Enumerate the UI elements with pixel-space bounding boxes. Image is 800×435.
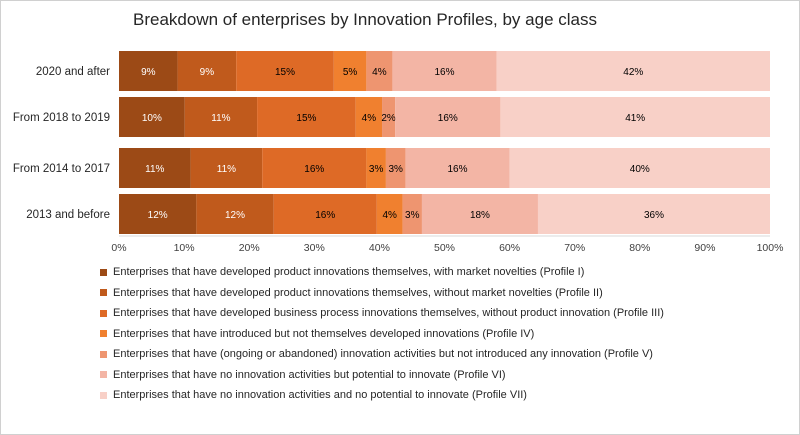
data-label: 2%	[381, 113, 396, 124]
category-label: 2013 and before	[26, 209, 110, 221]
data-label: 16%	[315, 210, 335, 221]
bar-segment	[355, 97, 383, 137]
data-label: 11%	[145, 164, 164, 175]
bar-segment	[421, 194, 538, 234]
legend-item: Enterprises that have introduced but not…	[100, 324, 790, 345]
bar-segment	[537, 194, 770, 234]
x-tick-label: 80%	[629, 242, 650, 254]
bar-segment	[405, 148, 510, 188]
x-tick-label: 20%	[239, 242, 260, 254]
bar-segment	[395, 97, 501, 137]
x-tick-label: 70%	[564, 242, 585, 254]
bar-segment	[119, 194, 197, 234]
x-tick-label: 50%	[434, 242, 455, 254]
bar-segment	[376, 194, 403, 234]
bar-segment	[509, 148, 770, 188]
legend-label: Enterprises that have developed product …	[113, 286, 603, 299]
legend-label: Enterprises that have developed product …	[113, 266, 585, 279]
bar-segment	[385, 148, 406, 188]
legend-item: Enterprises that have developed product …	[100, 262, 790, 283]
x-tick-label: 30%	[304, 242, 325, 254]
x-tick-label: 90%	[694, 242, 715, 254]
legend-label: Enterprises that have no innovation acti…	[113, 368, 506, 381]
data-label: 3%	[405, 210, 420, 221]
data-label: 11%	[211, 113, 230, 124]
bar-segment	[366, 148, 386, 188]
bar-segment	[366, 51, 393, 91]
bar-segment	[119, 148, 191, 188]
category-label: From 2014 to 2017	[13, 163, 110, 175]
data-label: 12%	[148, 210, 168, 221]
legend-swatch	[100, 391, 107, 399]
x-tick-label: 100%	[757, 242, 784, 254]
chart-legend: Enterprises that have developed product …	[100, 262, 790, 406]
category-label: From 2018 to 2019	[13, 112, 110, 124]
bar-segment	[184, 97, 258, 137]
legend-swatch	[100, 371, 107, 379]
data-label: 12%	[225, 210, 245, 221]
data-label: 42%	[623, 67, 643, 78]
data-label: 16%	[438, 113, 458, 124]
legend-item: Enterprises that have no innovation acti…	[100, 365, 790, 386]
legend-item: Enterprises that have (ongoing or abando…	[100, 344, 790, 365]
data-label: 5%	[343, 67, 358, 78]
bar-segment	[496, 51, 770, 91]
legend-swatch	[100, 289, 107, 297]
bar-segment	[119, 97, 185, 137]
bar-segment	[273, 194, 377, 234]
bar-segment	[119, 51, 178, 91]
data-label: 36%	[644, 210, 664, 221]
chart-plot-area: 9% 9% 15% 5% 4% 16% 42% 2020 and after 10% 11% 15%…	[13, 51, 784, 254]
bar-segment	[382, 97, 396, 137]
bar-segment	[262, 148, 367, 188]
data-label: 9%	[200, 67, 215, 78]
legend-label: Enterprises that have developed business…	[113, 307, 664, 320]
data-label: 16%	[448, 164, 468, 175]
data-label: 4%	[362, 113, 377, 124]
legend-swatch	[100, 309, 107, 317]
bar-segment	[257, 97, 356, 137]
data-label: 4%	[382, 210, 397, 221]
data-label: 10%	[142, 113, 162, 124]
legend-label: Enterprises that have introduced but not…	[113, 327, 535, 340]
legend-item: Enterprises that have no innovation acti…	[100, 385, 790, 406]
data-label: 15%	[275, 67, 295, 78]
bar-segment	[236, 51, 334, 91]
bar-segment	[402, 194, 422, 234]
legend-swatch	[100, 350, 107, 358]
bar-segment	[392, 51, 497, 91]
bar-segment	[500, 97, 770, 137]
data-label: 9%	[141, 67, 156, 78]
x-tick-label: 0%	[111, 242, 126, 254]
legend-item: Enterprises that have developed business…	[100, 303, 790, 324]
data-label: 18%	[470, 210, 490, 221]
category-label: 2020 and after	[36, 66, 110, 78]
data-label: 3%	[369, 164, 384, 175]
legend-item: Enterprises that have developed product …	[100, 283, 790, 304]
data-label: 40%	[630, 164, 650, 175]
bar-segment	[333, 51, 367, 91]
x-tick-label: 10%	[174, 242, 195, 254]
bar-segment	[196, 194, 274, 234]
data-label: 11%	[217, 164, 236, 175]
x-tick-label: 40%	[369, 242, 390, 254]
chart-title: Breakdown of enterprises by Innovation P…	[133, 10, 597, 29]
x-tick-label: 60%	[499, 242, 520, 254]
data-label: 3%	[388, 164, 403, 175]
legend-swatch	[100, 330, 107, 338]
bar-segment	[177, 51, 237, 91]
legend-label: Enterprises that have (ongoing or abando…	[113, 348, 653, 361]
legend-swatch	[100, 268, 107, 276]
data-label: 16%	[434, 67, 454, 78]
legend-label: Enterprises that have no innovation acti…	[113, 389, 527, 402]
data-label: 41%	[625, 113, 645, 124]
data-label: 15%	[296, 113, 316, 124]
bar-segment	[190, 148, 263, 188]
data-label: 4%	[372, 67, 387, 78]
data-label: 16%	[304, 164, 324, 175]
